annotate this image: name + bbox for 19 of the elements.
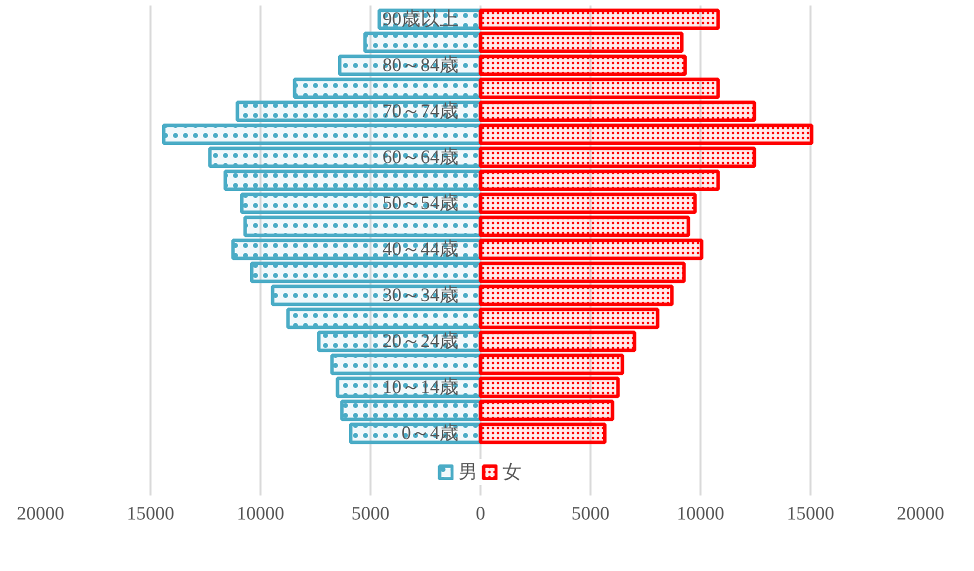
y-tick-label: 0～4歳 [402,422,458,444]
y-tick-label: 60～64歳 [382,146,458,168]
x-tick-label: 10000 [236,504,284,524]
x-tick-label: 0 [476,504,486,524]
x-tick-label: 5000 [572,504,610,524]
y-tick-label: 40～44歳 [382,238,458,260]
x-tick-label: 20000 [16,504,64,524]
y-tick-label: 50～54歳 [382,192,458,214]
legend-label: 男 [458,461,478,485]
y-tick-label: 20～24歳 [382,330,458,352]
x-tick-label: 15000 [126,504,174,524]
x-tick-label: 15000 [786,504,834,524]
y-tick-label: 70～74歳 [382,100,458,122]
x-tick-label: 10000 [676,504,724,524]
x-tick-label: 20000 [896,504,944,524]
y-tick-label: 10～14歳 [382,376,458,398]
x-tick-label: 5000 [352,504,390,524]
y-tick-label: 90歳以上 [382,8,458,30]
legend-label: 女 [502,461,522,485]
